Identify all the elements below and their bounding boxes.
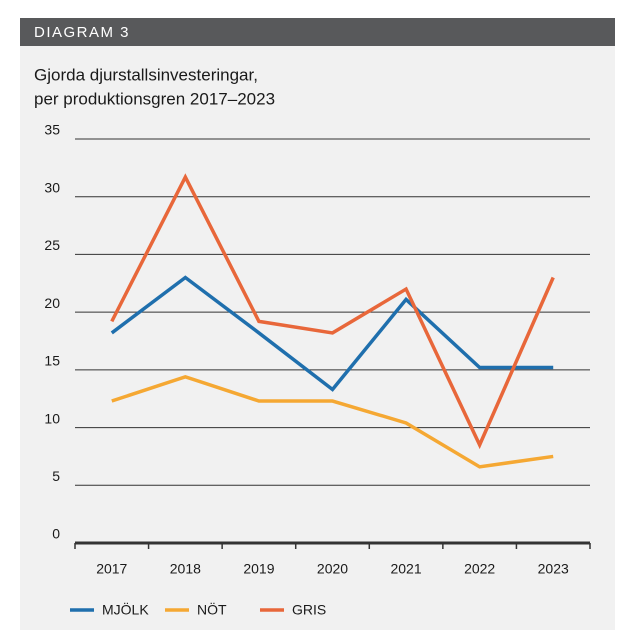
x-tick-label: 2017 bbox=[96, 561, 127, 577]
y-tick-label: 0 bbox=[52, 526, 60, 542]
y-tick-label: 15 bbox=[44, 353, 60, 369]
y-tick-label: 5 bbox=[52, 468, 60, 484]
y-tick-label: 30 bbox=[44, 179, 60, 195]
line-series bbox=[110, 275, 554, 392]
header: DIAGRAM 3 bbox=[34, 24, 130, 41]
x-tick-label: 2019 bbox=[243, 561, 274, 577]
x-tick-label: 2020 bbox=[317, 561, 348, 577]
legend-label: NÖT bbox=[197, 601, 227, 618]
y-tick-label: 10 bbox=[44, 410, 60, 426]
header-band bbox=[20, 18, 615, 46]
legend-label: GRIS bbox=[292, 602, 326, 618]
line-series bbox=[111, 374, 554, 469]
panel bbox=[20, 18, 615, 630]
chart-title: Gjorda djurstallsinvesteringar, bbox=[34, 65, 258, 84]
line-series bbox=[110, 173, 555, 450]
legend-label: MJÖLK bbox=[102, 601, 149, 618]
y-tick-label: 35 bbox=[44, 122, 60, 138]
x-tick-label: 2023 bbox=[538, 561, 569, 577]
x-tick-label: 2021 bbox=[390, 561, 421, 577]
y-tick-label: 25 bbox=[44, 237, 60, 253]
x-tick-label: 2018 bbox=[170, 561, 201, 577]
y-tick-label: 20 bbox=[44, 295, 60, 311]
chart-subtitle: per produktionsgren 2017–2023 bbox=[34, 89, 275, 108]
x-tick-label: 2022 bbox=[464, 561, 495, 577]
